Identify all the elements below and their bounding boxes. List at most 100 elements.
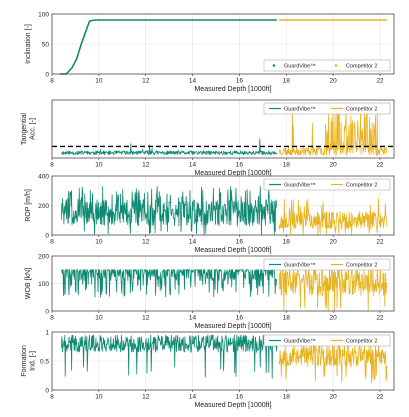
x-tick-label: 18 [283,315,291,322]
series-competitor-2-line [278,198,388,235]
legend-box [263,334,391,347]
plot-frame [51,99,395,159]
y-tick-label: 1 [45,329,49,336]
x-tick-label: 20 [329,394,337,401]
x-tick-label: 22 [376,162,384,169]
plot-frame [51,13,395,75]
legend-box [263,59,391,72]
legend-label: GuardVibe™ [284,107,316,113]
x-tick-label: 8 [50,78,54,85]
y-tick-label: 200 [38,203,49,210]
y-axis-label: WOB [kN] [25,268,32,299]
y-tick-label: 400 [38,173,49,180]
x-tick-label: 22 [376,239,384,246]
legend-label: Competitor 2 [346,339,378,345]
series-guardvibe-line [61,138,278,156]
x-tick-label: 18 [283,239,291,246]
legend-label: Competitor 2 [346,107,378,113]
y-axis-label: Formation [21,345,28,377]
x-tick-label: 16 [236,162,244,169]
y-tick-label: 200 [38,253,49,260]
series-guardvibe-line [60,19,277,75]
x-tick-label: 20 [329,162,337,169]
x-tick-label: 18 [283,162,291,169]
x-tick-label: 12 [142,78,150,85]
x-tick-label: 22 [376,315,384,322]
y-axis-label: Ind. [-] [29,351,36,371]
x-tick-label: 8 [50,315,54,322]
y-axis-label: Inclination [-] [25,24,32,64]
y-tick-label: 0 [45,387,49,394]
y-tick-label: 100 [38,11,49,18]
x-tick-label: 10 [95,394,103,401]
legend-marker [334,64,338,67]
panel-5: 8 10 12 14 16 18 20 22 0 0.5 1 Measured Depth [1000… [21,329,395,409]
y-tick-label: 100 [38,281,49,288]
x-tick-label: 10 [95,162,103,169]
x-tick-label: 18 [283,394,291,401]
legend-box [263,102,391,115]
series-competitor-2-line [278,343,388,384]
x-axis-label: Measured Depth [1000ft] [194,86,271,93]
legend: GuardVibe™ Competitor 2 [263,178,391,191]
series-competitor-2-line [278,261,388,312]
series-competitor-2-line [278,106,388,156]
y-tick-label: 0 [45,308,49,315]
x-tick-label: 14 [189,394,197,401]
panel-3: 8 10 12 14 16 18 20 22 0 200 400 Measured Depth [10… [25,173,395,254]
y-axis-label: Acc. [-] [29,118,36,140]
panel-1: 8 10 12 14 16 18 20 22 0 50 100 Measured Depth [100… [25,11,395,93]
legend-box [263,178,391,191]
y-tick-label: 0.5 [40,358,49,365]
legend: GuardVibe™ Competitor 2 [263,258,391,271]
x-tick-label: 8 [50,162,54,169]
x-tick-label: 16 [236,239,244,246]
x-tick-label: 8 [50,394,54,401]
x-tick-label: 12 [142,394,150,401]
x-tick-label: 12 [142,239,150,246]
legend: GuardVibe™ Competitor 2 [263,102,391,115]
x-tick-label: 22 [376,78,384,85]
legend-label: Competitor 2 [346,263,378,269]
x-axis-label: Measured Depth [1000ft] [194,247,271,254]
x-tick-label: 12 [142,315,150,322]
x-tick-label: 10 [95,315,103,322]
legend-label: Competitor 2 [346,183,378,189]
y-tick-label: 0 [45,71,49,78]
x-tick-label: 20 [329,315,337,322]
x-tick-label: 8 [50,239,54,246]
y-tick-label: 50 [42,41,50,48]
series-guardvibe-line [61,186,278,236]
x-tick-label: 20 [329,239,337,246]
plot-frame [51,255,395,312]
legend: GuardVibe™ Competitor 2 [263,59,391,72]
x-tick-label: 14 [189,239,197,246]
legend-box [263,258,391,271]
legend-label: GuardVibe™ [284,64,316,70]
x-tick-label: 22 [376,394,384,401]
x-tick-label: 16 [236,78,244,85]
x-tick-label: 10 [95,78,103,85]
x-tick-label: 18 [283,78,291,85]
x-tick-label: 20 [329,78,337,85]
x-tick-label: 16 [236,315,244,322]
series-guardvibe-line [61,269,278,298]
panel-4: 8 10 12 14 16 18 20 22 0 100 200 Measured Depth [10… [25,253,395,330]
y-axis-label: ROP [m/h] [25,189,32,222]
plot-frame [51,175,395,236]
legend-label: GuardVibe™ [284,339,316,345]
y-axis-label: Tangential [21,113,28,145]
legend-marker [272,64,276,67]
x-tick-label: 10 [95,239,103,246]
y-tick-label: 0 [45,232,49,239]
plot-frame [51,331,395,391]
x-tick-label: 16 [236,394,244,401]
x-tick-label: 14 [189,315,197,322]
series-guardvibe-line [61,334,278,379]
x-axis-label: Measured Depth [1000ft] [194,323,271,330]
legend: GuardVibe™ Competitor 2 [263,334,391,347]
panel-2: 8 10 12 14 16 18 20 22 Measured Depth [1000ft] Ta… [21,99,395,177]
legend-label: Competitor 2 [346,64,378,70]
x-tick-label: 14 [189,78,197,85]
